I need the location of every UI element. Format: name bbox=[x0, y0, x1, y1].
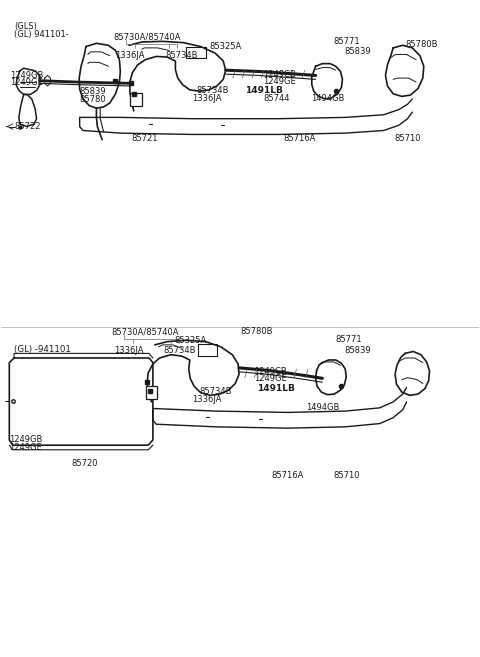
Text: 1249GE: 1249GE bbox=[254, 374, 287, 383]
Text: (GL) -941101: (GL) -941101 bbox=[14, 345, 71, 354]
Text: 85839: 85839 bbox=[344, 346, 371, 355]
Text: 85730A/85740A: 85730A/85740A bbox=[113, 32, 180, 41]
Text: (GLS): (GLS) bbox=[14, 22, 37, 32]
Text: 1249GB: 1249GB bbox=[10, 71, 44, 80]
FancyBboxPatch shape bbox=[146, 386, 157, 399]
FancyBboxPatch shape bbox=[131, 93, 142, 106]
Text: 1249GB: 1249GB bbox=[9, 436, 43, 444]
Text: 1249GE: 1249GE bbox=[263, 77, 296, 86]
Text: 1249CB: 1249CB bbox=[254, 367, 287, 376]
Text: 85710: 85710 bbox=[394, 134, 420, 143]
Text: 85780B: 85780B bbox=[240, 327, 273, 336]
Text: 85734B: 85734B bbox=[199, 387, 232, 396]
Text: 85771: 85771 bbox=[333, 37, 360, 46]
Text: 85730A/85740A: 85730A/85740A bbox=[112, 327, 179, 336]
Text: 85710: 85710 bbox=[333, 471, 360, 480]
Text: 85325A: 85325A bbox=[209, 42, 241, 51]
Text: 85325A: 85325A bbox=[174, 336, 206, 346]
Text: 85780: 85780 bbox=[80, 95, 106, 104]
Text: 1336JA: 1336JA bbox=[192, 396, 222, 405]
Text: 85734B: 85734B bbox=[196, 86, 228, 95]
Text: 85721: 85721 bbox=[131, 134, 157, 143]
Text: 1491LB: 1491LB bbox=[245, 86, 283, 95]
Text: 85780B: 85780B bbox=[405, 40, 438, 49]
Text: (GL) 941101-: (GL) 941101- bbox=[14, 30, 69, 39]
Text: 1494GB: 1494GB bbox=[311, 94, 344, 103]
Text: 85839: 85839 bbox=[344, 47, 371, 57]
Text: 1336JA: 1336JA bbox=[192, 94, 222, 103]
Text: 1249GE: 1249GE bbox=[9, 443, 42, 451]
Text: 85771: 85771 bbox=[336, 335, 362, 344]
Text: 85734B: 85734B bbox=[163, 346, 196, 355]
Text: 85839: 85839 bbox=[80, 87, 106, 96]
Text: 1336JA: 1336JA bbox=[116, 51, 145, 60]
Text: 85734B: 85734B bbox=[166, 51, 198, 60]
Text: 85716A: 85716A bbox=[271, 471, 303, 480]
Text: 1491LB: 1491LB bbox=[257, 384, 295, 394]
Text: 1336JA: 1336JA bbox=[114, 346, 144, 355]
Text: 85744: 85744 bbox=[263, 94, 289, 103]
Text: 85716A: 85716A bbox=[283, 134, 315, 143]
Text: 1494GB: 1494GB bbox=[306, 403, 339, 412]
Text: 1249CB: 1249CB bbox=[263, 70, 296, 79]
Text: 85720: 85720 bbox=[72, 459, 98, 468]
Text: 1249GE: 1249GE bbox=[10, 78, 43, 87]
Text: 85722: 85722 bbox=[14, 122, 41, 131]
